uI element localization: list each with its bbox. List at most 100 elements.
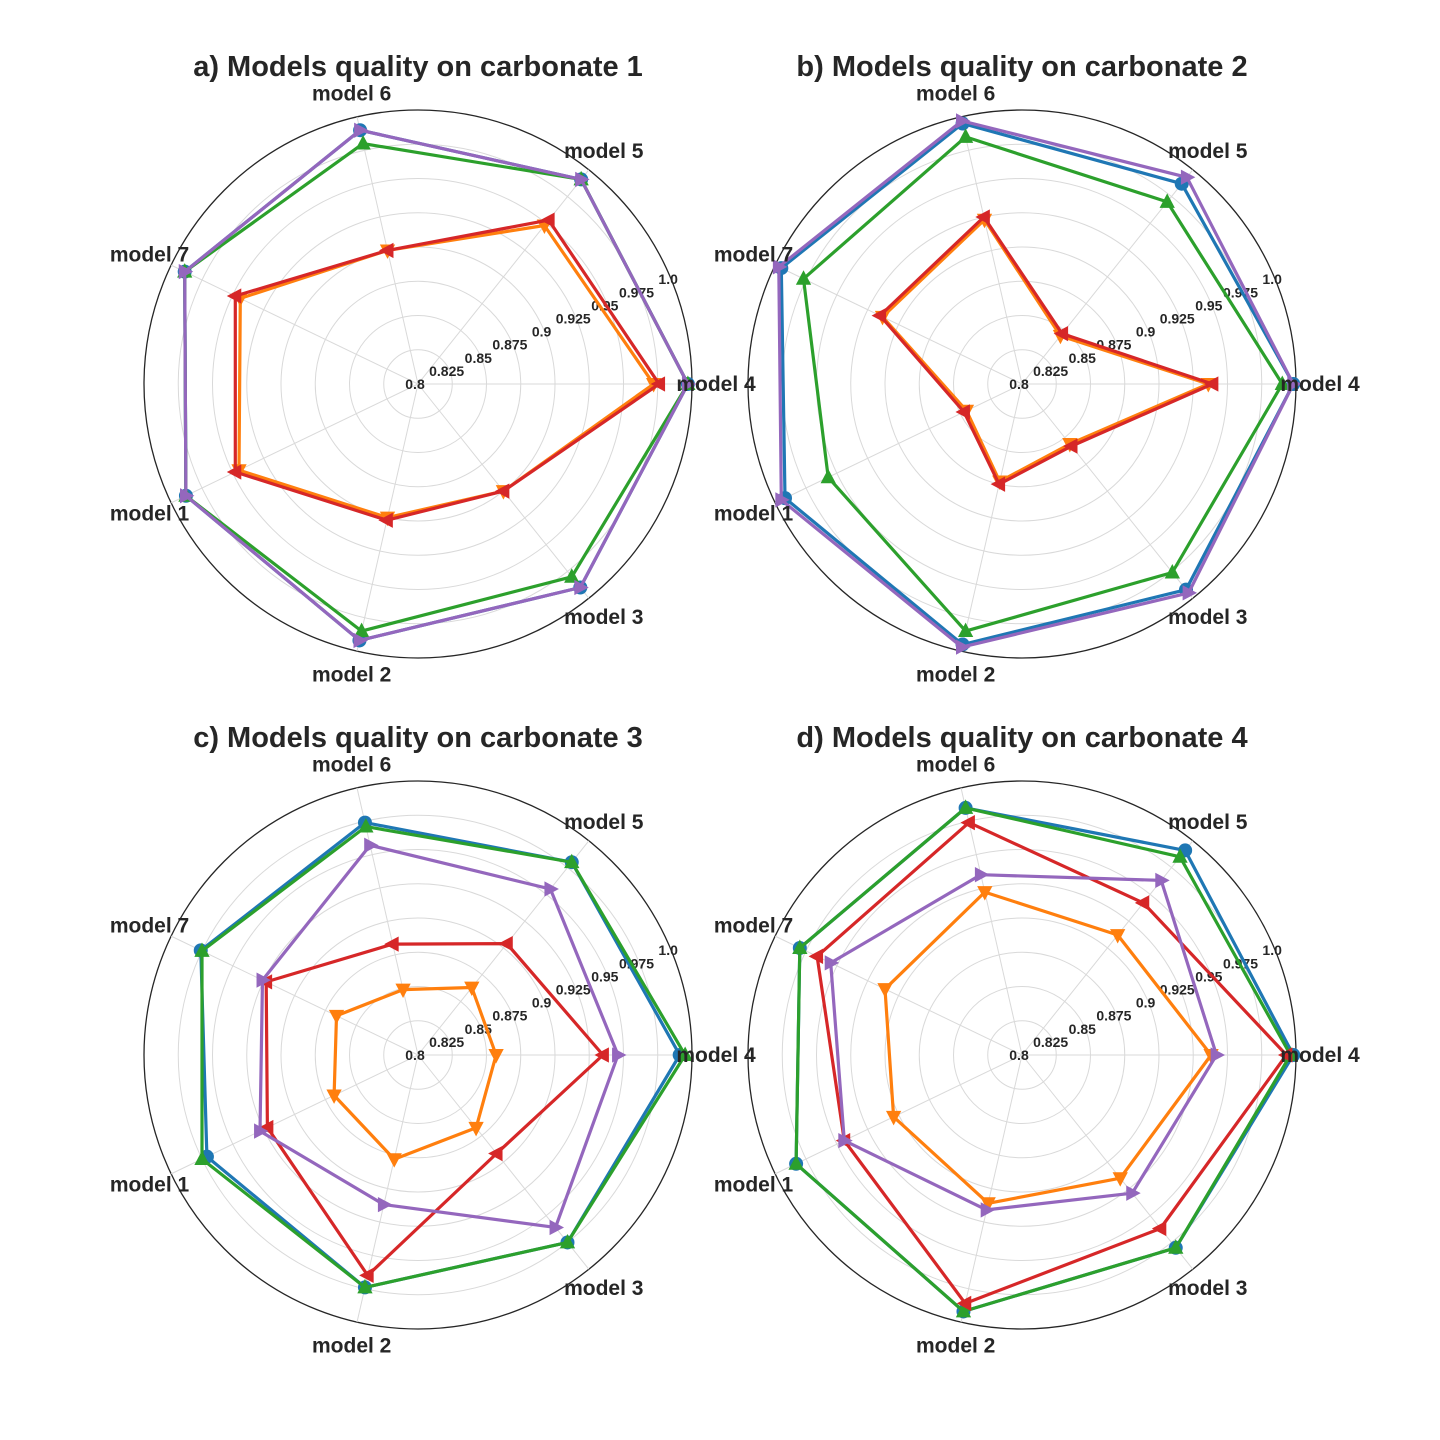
spoke-line <box>1021 383 1194 599</box>
data-point <box>980 1202 996 1218</box>
series-triangle-right <box>772 113 1302 655</box>
data-point <box>990 476 1006 492</box>
radial-tick-label: 0.875 <box>492 1008 527 1024</box>
data-point <box>1182 585 1198 601</box>
axis-label: model 2 <box>312 664 391 687</box>
panel-title: a) Models quality on carbonate 1 <box>193 51 643 83</box>
spoke-line <box>960 116 1023 385</box>
data-point <box>1110 929 1126 944</box>
axis-label: model 3 <box>1168 1277 1247 1300</box>
data-point <box>1274 375 1290 390</box>
data-point <box>808 948 824 964</box>
data-point <box>488 1145 503 1162</box>
axis-label: model 5 <box>1168 140 1248 163</box>
spoke-line <box>774 264 1023 385</box>
axis-label: model 7 <box>714 915 793 938</box>
axis-label: model 6 <box>312 753 391 776</box>
series-line <box>332 985 498 1161</box>
radial-tick-label: 0.85 <box>1069 1021 1096 1037</box>
axis-label: model 6 <box>916 753 995 776</box>
data-point <box>957 622 974 638</box>
data-point <box>1126 1185 1141 1201</box>
radial-tick-label: 0.925 <box>1160 981 1195 997</box>
data-point <box>1063 438 1078 454</box>
data-point <box>955 1302 972 1318</box>
radial-tick-label: 0.825 <box>1033 363 1068 379</box>
panel-title: c) Models quality on carbonate 3 <box>193 722 643 754</box>
axis-label: model 1 <box>110 502 190 525</box>
series-line <box>829 873 1219 1212</box>
radial-tick-label: 0.9 <box>532 995 552 1011</box>
spoke-line <box>1021 840 1194 1056</box>
radial-tick-label: 1.0 <box>1262 271 1282 287</box>
series-line <box>183 128 690 643</box>
series-triangle-left <box>808 814 1293 1312</box>
data-point <box>1155 872 1170 889</box>
data-point <box>258 1119 274 1136</box>
series-triangle-up <box>795 128 1290 638</box>
series-line <box>801 135 1284 633</box>
data-point <box>1287 376 1302 392</box>
series-line <box>200 824 687 1290</box>
series-triangle-left <box>226 212 666 528</box>
data-point <box>194 942 210 957</box>
data-point <box>179 488 195 504</box>
data-point <box>564 568 580 583</box>
axis-label: model 3 <box>564 1277 643 1300</box>
radar-panel-b: b) Models quality on carbonate 2 0.80.82… <box>714 51 1360 687</box>
data-point <box>1172 848 1188 863</box>
radial-tick-label: 0.9 <box>1136 324 1156 340</box>
data-point <box>1112 1172 1128 1187</box>
data-point <box>464 981 480 997</box>
data-point <box>612 1047 627 1063</box>
data-point <box>955 113 971 129</box>
data-point <box>980 1197 996 1212</box>
radar-panel-c: c) Models quality on carbonate 3 0.80.82… <box>110 722 756 1358</box>
axis-label: model 3 <box>1168 606 1247 629</box>
radial-tick-label: 0.9 <box>532 324 552 340</box>
data-point <box>877 983 893 998</box>
data-point <box>820 468 836 484</box>
data-point <box>358 818 374 833</box>
axis-label: model 4 <box>676 373 756 396</box>
axis-label: model 2 <box>916 664 995 687</box>
series-line <box>880 218 1210 484</box>
axis-labels: model 4 model 5 model 6 model 7 model 1 model… <box>110 82 756 686</box>
data-point <box>974 867 990 883</box>
data-point <box>775 492 790 508</box>
radial-tick-label: 0.8 <box>405 376 425 392</box>
series-triangle-up <box>177 135 696 638</box>
data-point <box>1277 1047 1293 1063</box>
series-line <box>883 890 1213 1205</box>
data-point <box>564 853 580 869</box>
series-line <box>233 218 661 522</box>
data-point <box>353 622 370 638</box>
spoke-line <box>774 935 1023 1056</box>
data-point <box>1151 1220 1167 1237</box>
spoke-line <box>170 383 419 504</box>
radial-tick-label: 0.825 <box>429 363 464 379</box>
data-point <box>364 837 379 853</box>
axis-label: model 4 <box>676 1044 756 1067</box>
data-point <box>772 259 788 275</box>
spoke-line <box>960 787 1023 1056</box>
data-point <box>575 171 590 188</box>
data-point <box>559 1233 576 1249</box>
data-point <box>1210 1047 1226 1063</box>
axis-label: model 1 <box>110 1173 190 1196</box>
data-point <box>677 1046 693 1061</box>
data-point <box>488 1049 504 1064</box>
radial-tick-label: 0.85 <box>465 350 492 366</box>
data-point <box>194 1150 210 1165</box>
radial-tick-label: 1.0 <box>658 271 678 287</box>
data-point <box>955 404 970 420</box>
series-circle <box>177 123 695 648</box>
spoke-line <box>960 1054 1023 1323</box>
radial-tick-label: 0.85 <box>1069 350 1096 366</box>
data-point <box>377 1196 393 1213</box>
data-point <box>1180 169 1196 185</box>
data-point <box>468 1121 484 1137</box>
series-triangle-down <box>877 886 1219 1212</box>
